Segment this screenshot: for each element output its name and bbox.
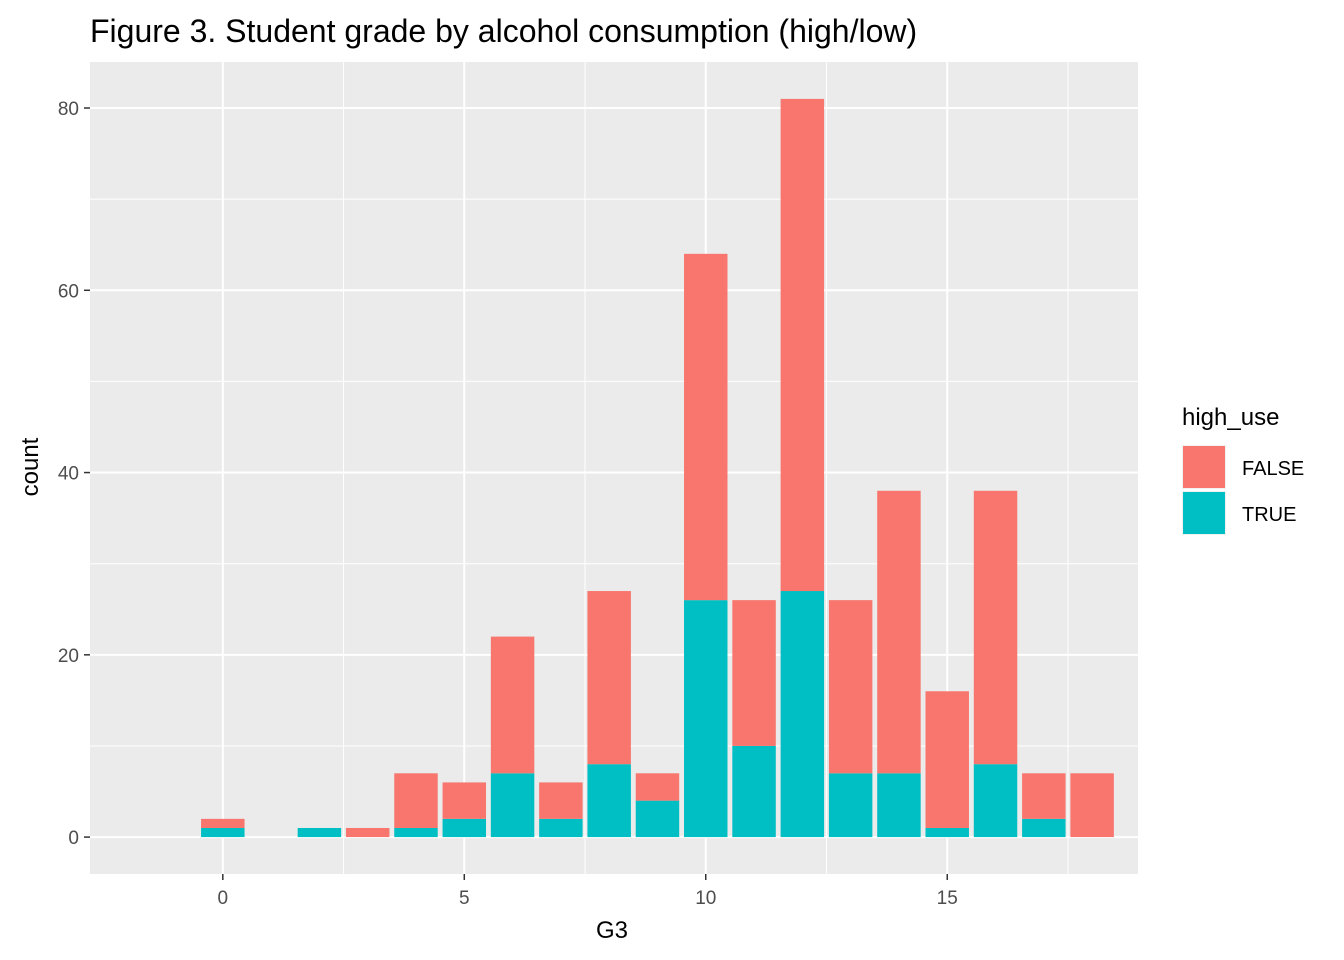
bar-true <box>635 800 680 838</box>
y-axis: 0 20 40 60 80 <box>58 99 90 849</box>
bar-false <box>201 818 245 828</box>
x-tick-label: 0 <box>218 888 229 909</box>
bar-true <box>442 818 487 838</box>
legend-swatch-false <box>1183 446 1225 488</box>
bar-true <box>539 818 583 838</box>
bar-false <box>345 827 390 838</box>
chart-title: Figure 3. Student grade by alcohol consu… <box>90 13 917 49</box>
y-tick-label: 80 <box>58 99 79 120</box>
bar-false <box>780 98 825 592</box>
bar-true <box>394 827 438 838</box>
bars <box>201 98 1114 838</box>
bar-false <box>1070 773 1114 838</box>
bar-false <box>587 591 631 765</box>
x-axis: 0 5 10 15 <box>218 874 958 909</box>
y-tick-label: 60 <box>58 281 79 302</box>
legend-label-false: FALSE <box>1242 458 1304 480</box>
grid-minor <box>90 62 1138 874</box>
bar-true <box>1022 818 1066 838</box>
y-tick-label: 40 <box>58 464 79 485</box>
x-tick-label: 10 <box>695 888 716 909</box>
bar-false <box>828 600 873 774</box>
bar-true <box>297 827 342 838</box>
legend-title: high_use <box>1182 404 1279 431</box>
bar-true <box>877 773 921 838</box>
legend-swatch-true <box>1183 492 1225 534</box>
bar-true <box>732 745 776 838</box>
bar-false <box>877 490 921 774</box>
y-axis-title: count <box>17 437 44 496</box>
bar-false <box>490 636 535 774</box>
bar-false <box>684 253 728 601</box>
x-tick-label: 5 <box>459 888 470 909</box>
bar-true <box>490 773 535 838</box>
bar-false <box>973 490 1018 765</box>
bar-false <box>442 782 487 819</box>
bar-false <box>539 782 583 819</box>
bar-false <box>1022 773 1066 819</box>
y-tick-label: 20 <box>58 646 79 667</box>
bar-false <box>732 600 776 746</box>
y-tick-label: 0 <box>68 828 79 849</box>
x-tick-label: 15 <box>937 888 958 909</box>
legend: high_use FALSE TRUE <box>1182 404 1304 535</box>
bar-true <box>925 827 969 838</box>
bar-true <box>587 764 631 838</box>
bar-true <box>780 591 825 838</box>
bar-true <box>973 764 1018 838</box>
bar-true <box>201 827 245 838</box>
bar-true <box>684 600 728 838</box>
bar-true <box>828 773 873 838</box>
legend-label-true: TRUE <box>1242 504 1296 526</box>
bar-false <box>635 773 680 801</box>
bar-false <box>394 773 438 828</box>
x-axis-title: G3 <box>596 917 628 944</box>
bar-false <box>925 691 969 828</box>
